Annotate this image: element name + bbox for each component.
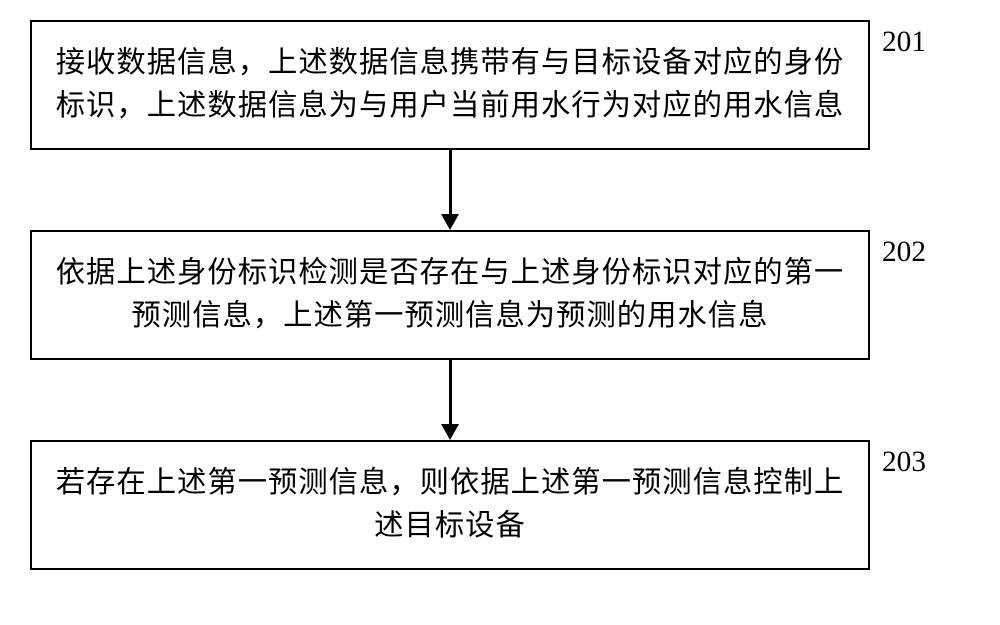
flow-step-2-label: 202 [882, 236, 926, 269]
flowchart-canvas: 接收数据信息，上述数据信息携带有与目标设备对应的身份标识，上述数据信息为与用户当… [0, 0, 1000, 625]
flow-arrow-1 [449, 150, 452, 214]
flow-step-1: 接收数据信息，上述数据信息携带有与目标设备对应的身份标识，上述数据信息为与用户当… [30, 20, 870, 150]
flow-step-3: 若存在上述第一预测信息，则依据上述第一预测信息控制上述目标设备 [30, 440, 870, 570]
flow-step-1-label: 201 [882, 26, 926, 59]
flow-arrowhead-1 [441, 214, 459, 230]
flow-arrow-2 [449, 360, 452, 424]
flow-step-2-text: 依据上述身份标识检测是否存在与上述身份标识对应的第一预测信息，上述第一预测信息为… [52, 252, 848, 337]
flow-step-2: 依据上述身份标识检测是否存在与上述身份标识对应的第一预测信息，上述第一预测信息为… [30, 230, 870, 360]
flow-step-1-text: 接收数据信息，上述数据信息携带有与目标设备对应的身份标识，上述数据信息为与用户当… [52, 42, 848, 127]
flow-step-3-text: 若存在上述第一预测信息，则依据上述第一预测信息控制上述目标设备 [52, 462, 848, 547]
flow-step-3-label: 203 [882, 446, 926, 479]
flow-arrowhead-2 [441, 424, 459, 440]
